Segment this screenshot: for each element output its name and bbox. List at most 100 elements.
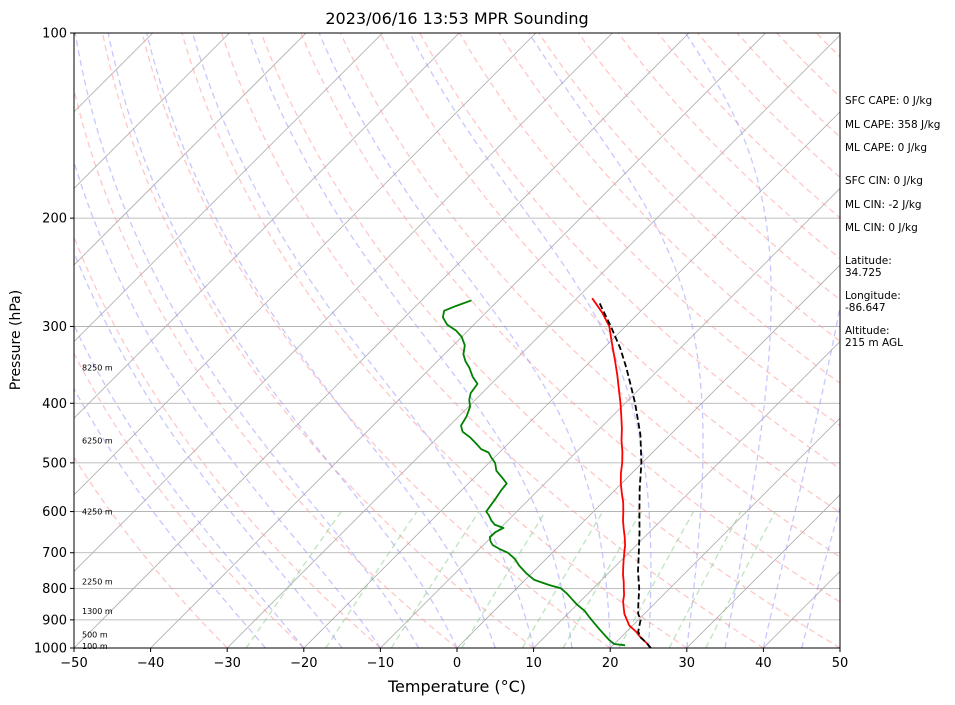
- dry-adiabat-line: [141, 33, 611, 648]
- height-label: 2250 m: [82, 578, 113, 587]
- x-tick-label: 40: [755, 656, 772, 671]
- dry-adiabat-line: [697, 33, 840, 179]
- chart-title: 2023/06/16 13:53 MPR Sounding: [325, 9, 588, 28]
- temperature-line: [591, 297, 652, 648]
- isotherm-line: [74, 33, 460, 419]
- ml-cape-text: ML CAPE: 358 J/kg: [845, 119, 940, 131]
- moist-adiabat-line: [146, 33, 496, 648]
- height-label: 100 m: [82, 642, 108, 651]
- dry-adiabat-line: [419, 33, 840, 470]
- dry-adiabat-line: [458, 33, 840, 427]
- x-tick-label: −30: [213, 656, 240, 671]
- isotherm-line: [74, 33, 307, 266]
- y-tick-label: 600: [42, 505, 67, 520]
- dry-adiabat-line: [74, 86, 458, 648]
- isotherm-line: [74, 33, 690, 648]
- isotherm-line: [150, 33, 766, 648]
- dry-adiabat-line: [220, 33, 764, 648]
- dry-adiabat-line: [260, 33, 840, 648]
- sfc-cape-text: SFC CAPE: 0 J/kg: [845, 95, 932, 107]
- moist-adiabat-line: [318, 33, 611, 648]
- mixing-ratio-line: [461, 511, 547, 648]
- latitude-value: 34.725: [845, 267, 882, 279]
- height-labels: 8250 m 6250 m 4250 m 2250 m 1300 m 500 m 100 m: [82, 364, 113, 651]
- x-tick-label: −40: [137, 656, 164, 671]
- dry-adiabat-line: [74, 235, 381, 648]
- background-lines: [74, 33, 840, 648]
- dry-adiabat-line: [74, 456, 228, 648]
- x-tick-label: 20: [602, 656, 619, 671]
- isotherm-line: [74, 33, 613, 572]
- ml-cin-text-2: ML CIN: 0 J/kg: [845, 222, 918, 234]
- moist-adiabat-line: [191, 33, 535, 648]
- y-tick-label: 500: [42, 456, 67, 471]
- moist-adiabat-line: [528, 33, 704, 648]
- mixing-ratio-line: [618, 511, 695, 648]
- height-label: 500 m: [82, 630, 108, 639]
- mixing-ratio-line: [390, 511, 480, 648]
- mixing-ratio-line: [668, 511, 742, 648]
- info-panel: SFC CAPE: 0 J/kg ML CAPE: 358 J/kg ML CA…: [845, 95, 940, 349]
- x-tick-label: −50: [60, 656, 87, 671]
- moist-adiabat-line: [74, 33, 420, 648]
- x-tick-label: −10: [367, 656, 394, 671]
- parcel-path-line: [598, 302, 652, 648]
- moist-adiabat-line: [684, 33, 772, 648]
- isotherm-line: [74, 33, 230, 189]
- y-tick-label: 300: [42, 320, 67, 335]
- moist-adiabat-line: [248, 33, 573, 648]
- y-tick-label: 1000: [34, 642, 67, 657]
- moist-adiabat-line: [409, 33, 652, 648]
- isotherm-line: [456, 264, 840, 648]
- moist-adiabat-line: [74, 387, 266, 648]
- isotherm-line: [533, 341, 840, 648]
- x-tick-label: 10: [525, 656, 542, 671]
- isotherm-line: [226, 34, 840, 648]
- longitude-value: -86.647: [845, 302, 886, 314]
- axes: −50 −40 −30 −20 −10 0 10 20 30 40 50 1000 900 800 700 6…: [34, 27, 848, 672]
- y-tick-label: 400: [42, 397, 67, 412]
- altitude-label: Altitude:: [845, 325, 890, 337]
- x-tick-label: −20: [290, 656, 317, 671]
- isotherm-line: [686, 494, 840, 648]
- x-tick-label: 30: [679, 656, 696, 671]
- y-tick-label: 800: [42, 582, 67, 597]
- mixing-ratio-line: [562, 511, 642, 648]
- height-label: 6250 m: [82, 437, 113, 446]
- y-axis-label: Pressure (hPa): [8, 290, 24, 390]
- ml-cape-text-2: ML CAPE: 0 J/kg: [845, 142, 927, 154]
- altitude-value: 215 m AGL: [845, 337, 903, 349]
- latitude-label: Latitude:: [845, 255, 892, 267]
- moist-adiabat-line: [74, 159, 381, 648]
- mixing-ratio-line: [245, 511, 342, 648]
- x-tick-label: 0: [453, 656, 461, 671]
- moist-adiabat-line: [74, 324, 305, 648]
- dry-adiabat-line: [74, 352, 305, 648]
- x-tick-label: 50: [832, 656, 849, 671]
- mixing-ratio-line: [705, 511, 776, 648]
- height-label: 8250 m: [82, 364, 113, 373]
- mixing-ratio-line: [521, 511, 604, 648]
- height-label: 4250 m: [82, 508, 113, 517]
- y-tick-label: 700: [42, 546, 67, 561]
- dry-adiabat-line: [181, 33, 688, 648]
- dry-adiabat-line: [101, 33, 534, 648]
- dry-adiabat-line: [657, 33, 840, 219]
- plot-frame: [73, 32, 841, 649]
- dry-adiabat-line: [300, 33, 840, 603]
- dry-adiabat-line: [538, 33, 840, 342]
- isotherm-line: [74, 33, 383, 343]
- dry-adiabat-line: [498, 33, 840, 384]
- isotherm-line: [380, 187, 840, 648]
- x-axis-label: Temperature (°C): [387, 677, 526, 696]
- height-label: 1300 m: [82, 607, 113, 616]
- moist-adiabat-line: [74, 250, 343, 648]
- isotherm-line: [609, 417, 840, 648]
- data-lines: [442, 297, 652, 648]
- moist-adiabat-line: [762, 303, 840, 648]
- dewpoint-line: [442, 299, 626, 647]
- sfc-cin-text: SFC CIN: 0 J/kg: [845, 175, 923, 187]
- isotherm-line: [74, 33, 537, 496]
- ml-cin-text: ML CIN: -2 J/kg: [845, 199, 922, 211]
